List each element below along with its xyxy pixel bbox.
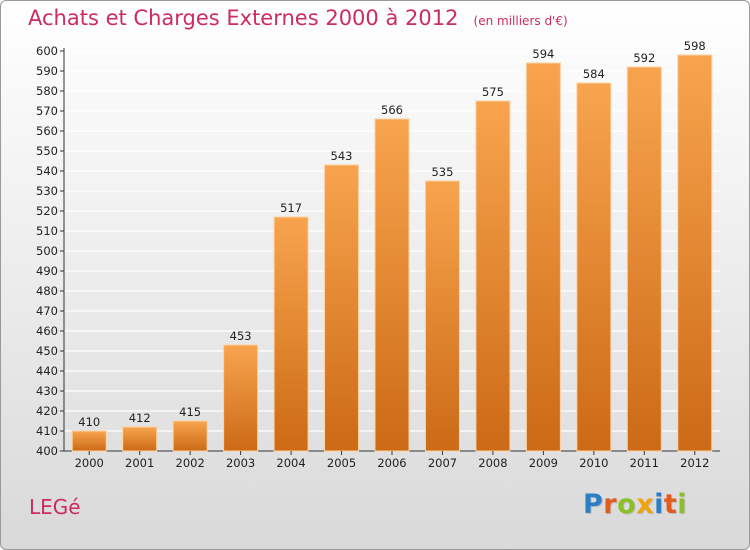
y-tick-label: 510: [36, 224, 58, 238]
bar: [223, 344, 259, 452]
bar: [71, 430, 107, 452]
y-tick-label: 430: [36, 384, 58, 398]
bar: [475, 100, 511, 452]
logo-letter: i: [677, 489, 688, 520]
logo-letter: t: [663, 489, 678, 520]
y-tick-label: 570: [36, 104, 58, 118]
x-tick-label: 2004: [276, 456, 305, 470]
x-tick-label: 2008: [478, 456, 507, 470]
bar-value-label: 517: [280, 201, 302, 215]
unit-note: (en milliers d'€): [473, 14, 568, 28]
bar-value-label: 543: [331, 149, 353, 163]
logo-letter: P: [583, 489, 604, 520]
x-tick-label: 2011: [630, 456, 659, 470]
y-tick-label: 470: [36, 304, 58, 318]
bar-value-label: 592: [633, 51, 655, 65]
y-tick-label: 440: [36, 364, 58, 378]
x-tick-label: 2001: [125, 456, 154, 470]
y-tick-label: 530: [36, 184, 58, 198]
y-tick-label: 550: [36, 144, 58, 158]
bar: [525, 62, 561, 452]
x-tick-label: 2007: [428, 456, 457, 470]
y-tick-label: 560: [36, 124, 58, 138]
x-tick-label: 2006: [377, 456, 406, 470]
y-tick-label: 500: [36, 244, 58, 258]
bar-value-label: 410: [78, 415, 100, 429]
y-tick-label: 600: [36, 44, 58, 58]
commune-name: LEGé: [29, 495, 81, 519]
bar-value-label: 594: [532, 47, 554, 61]
y-tick-label: 450: [36, 344, 58, 358]
y-tick-label: 540: [36, 164, 58, 178]
bar: [626, 66, 662, 452]
bar-value-label: 535: [431, 165, 453, 179]
bar: [172, 420, 208, 452]
bar-value-label: 575: [482, 85, 504, 99]
x-tick-label: 2010: [579, 456, 608, 470]
bar-value-label: 415: [179, 405, 201, 419]
y-tick-label: 520: [36, 204, 58, 218]
bar-value-label: 566: [381, 103, 403, 117]
logo-letter: r: [603, 489, 618, 520]
bar-value-label: 584: [583, 67, 605, 81]
y-tick-label: 480: [36, 284, 58, 298]
bar: [424, 180, 460, 452]
x-tick-label: 2000: [75, 456, 104, 470]
x-tick-label: 2003: [226, 456, 255, 470]
bar: [273, 216, 309, 452]
logo-letter: o: [617, 489, 637, 520]
y-tick-label: 420: [36, 404, 58, 418]
bar-value-label: 598: [684, 39, 706, 53]
proxiti-logo[interactable]: Proxiti: [583, 489, 687, 520]
x-tick-label: 2009: [529, 456, 558, 470]
logo-letter: i: [654, 489, 664, 520]
y-tick-label: 590: [36, 64, 58, 78]
bar: [374, 118, 410, 452]
title-row: Achats et Charges Externes 2000 à 2012 (…: [28, 6, 568, 30]
bar-value-label: 453: [230, 329, 252, 343]
y-tick-label: 580: [36, 84, 58, 98]
y-tick-label: 410: [36, 424, 58, 438]
x-tick-label: 2012: [680, 456, 709, 470]
y-tick-label: 460: [36, 324, 58, 338]
y-tick-label: 490: [36, 264, 58, 278]
bar: [324, 164, 360, 452]
bar: [677, 54, 713, 452]
y-tick-label: 400: [36, 444, 58, 458]
x-tick-label: 2005: [327, 456, 356, 470]
bar-value-label: 412: [129, 411, 151, 425]
bar: [576, 82, 612, 452]
x-tick-label: 2002: [176, 456, 205, 470]
logo-letter: x: [636, 489, 655, 520]
bar: [122, 426, 158, 452]
chart-title: Achats et Charges Externes 2000 à 2012: [28, 6, 459, 30]
